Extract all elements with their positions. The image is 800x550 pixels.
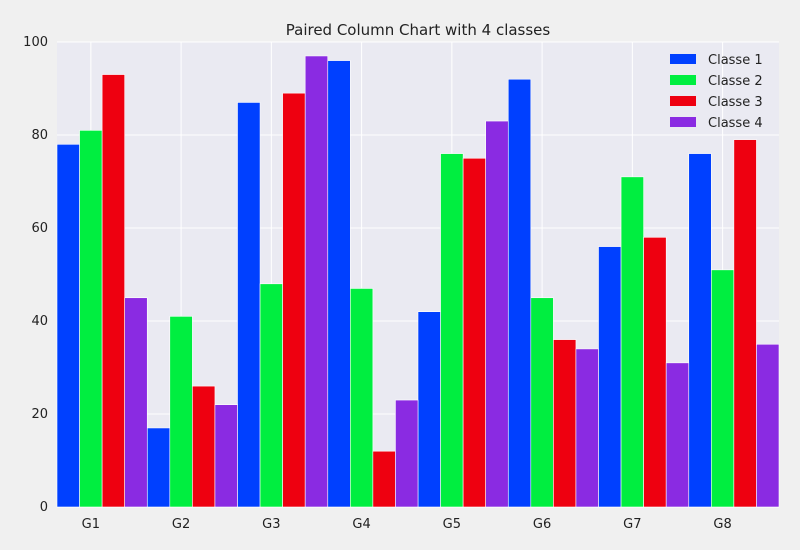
y-tick-label: 100 (23, 35, 48, 50)
bar-g8-series-3 (733, 139, 757, 508)
legend-swatch-series-4 (670, 117, 696, 127)
bar-g7-series-1 (598, 246, 622, 508)
y-tick-label: 20 (31, 407, 48, 422)
bar-g3-series-4 (304, 55, 329, 508)
bar-g1-series-1 (56, 144, 80, 508)
legend-label-series-4: Classe 4 (708, 116, 763, 131)
bar-g5-series-4 (485, 120, 509, 508)
bar-g8-series-2 (711, 269, 735, 508)
bar-g7-series-2 (620, 176, 644, 508)
y-tick-label: 80 (31, 128, 48, 143)
bar-g1-series-4 (124, 297, 148, 508)
bar-g1-series-3 (101, 74, 125, 508)
bar-g2-series-4 (214, 404, 238, 508)
bar-g5-series-1 (417, 311, 441, 508)
bar-g8-series-4 (756, 343, 780, 508)
bar-g1-series-2 (79, 130, 103, 508)
bar-g6-series-3 (553, 339, 577, 508)
y-tick-label: 60 (31, 221, 48, 236)
legend-label-series-1: Classe 1 (708, 53, 763, 68)
legend: Classe 1 Classe 2 Classe 3 Classe 4 (670, 53, 763, 131)
x-tick-label: G1 (82, 517, 100, 532)
x-axis: G1 G2 G3 G4 G5 G6 G7 G8 (82, 517, 732, 532)
bar-g7-series-3 (643, 237, 667, 508)
bars (56, 55, 780, 508)
bar-g2-series-1 (146, 427, 171, 508)
bar-g3-series-1 (237, 102, 261, 508)
legend-swatch-series-2 (670, 75, 696, 85)
bar-g4-series-2 (350, 288, 374, 508)
bar-g4-series-3 (372, 450, 396, 508)
bar-g3-series-2 (259, 283, 283, 508)
bar-g2-series-3 (192, 385, 216, 508)
chart-title: Paired Column Chart with 4 classes (286, 21, 551, 39)
bar-g4-series-1 (327, 60, 351, 508)
x-tick-label: G8 (713, 517, 731, 532)
bar-g4-series-4 (395, 399, 419, 508)
x-tick-label: G3 (262, 517, 280, 532)
y-tick-label: 40 (31, 314, 48, 329)
x-tick-label: G6 (533, 517, 551, 532)
legend-swatch-series-3 (670, 96, 696, 106)
bar-g6-series-2 (530, 297, 554, 508)
bar-g5-series-3 (462, 157, 486, 508)
legend-label-series-2: Classe 2 (708, 74, 763, 89)
legend-swatch-series-1 (670, 54, 696, 64)
legend-label-series-3: Classe 3 (708, 95, 763, 110)
bar-g3-series-3 (282, 92, 306, 508)
x-tick-label: G5 (443, 517, 461, 532)
bar-g2-series-2 (169, 316, 193, 508)
y-tick-label: 0 (40, 500, 48, 515)
bar-g5-series-2 (440, 153, 464, 508)
y-axis: 0 20 40 60 80 100 (23, 35, 48, 515)
x-tick-label: G4 (352, 517, 370, 532)
bar-g6-series-1 (507, 78, 532, 508)
bar-g7-series-4 (665, 362, 690, 508)
bar-g8-series-1 (688, 153, 712, 508)
bar-g6-series-4 (575, 348, 599, 508)
x-tick-label: G2 (172, 517, 190, 532)
x-tick-label: G7 (623, 517, 641, 532)
